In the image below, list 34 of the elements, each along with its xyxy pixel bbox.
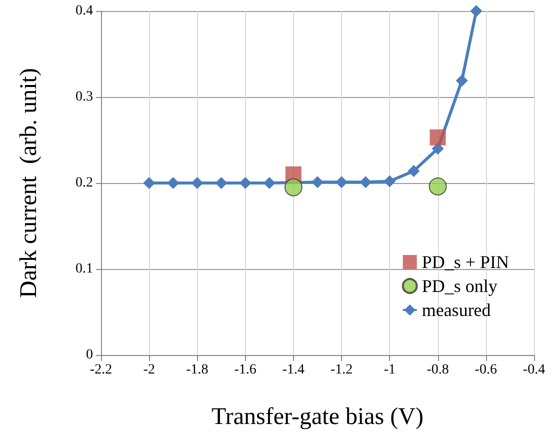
point [167,177,180,189]
point [408,164,420,177]
legend-label: measured [422,300,491,320]
x-tick-label: -0.8 [426,362,449,378]
x-tick-label: -0.6 [474,362,497,378]
x-tick-label: -1.6 [234,362,256,378]
x-tick-label: -1.2 [330,362,353,378]
y-tick-label: 0 [86,348,93,362]
point [239,177,252,189]
point [284,178,302,196]
y-axis-title: Dark current (arb. unit) [16,68,42,298]
point [312,176,324,188]
point [430,129,446,146]
point [384,175,396,188]
y-tick-label: 0.3 [76,90,93,104]
legend-label: PD_s + PIN [422,252,509,272]
x-tick-label: -1 [384,362,396,378]
point [360,176,372,188]
point [456,74,468,87]
point [191,177,204,189]
point [470,5,482,17]
x-tick-label: -1.8 [186,362,208,378]
y-tick-label: 0.4 [76,4,93,18]
legend-label: PD_s only [422,276,498,296]
x-tick-label: -2.2 [90,362,112,378]
x-tick-label: -1.4 [282,362,305,378]
x-tick-label: -0.4 [522,362,546,378]
point [336,176,348,188]
point [428,177,447,196]
y-tick-label: 0.2 [76,176,93,190]
x-axis-title: Transfer-gate bias (V) [212,404,424,430]
y-tick-label: 0.1 [76,262,93,276]
point [215,177,228,189]
x-tick-label: -2 [143,362,155,378]
